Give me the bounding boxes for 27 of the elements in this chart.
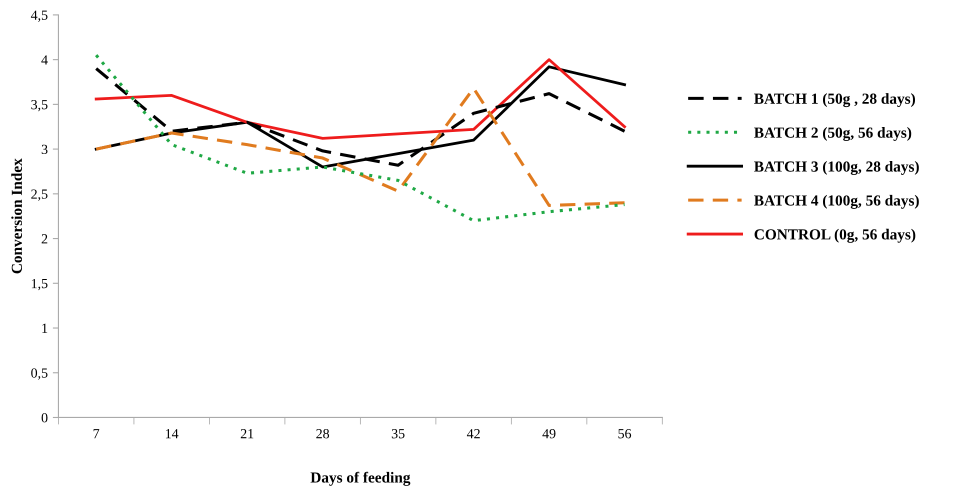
x-tick-label: 14 xyxy=(166,429,178,438)
x-tick-label: 35 xyxy=(392,429,405,438)
y-tick-label: 4,5 xyxy=(30,10,48,22)
x-tick-label: 21 xyxy=(240,429,254,438)
y-tick-label: 0 xyxy=(42,413,48,422)
y-tick-label: 3,5 xyxy=(31,100,48,112)
x-tick-label: 28 xyxy=(316,428,330,438)
legend-label: BATCH 2 (50g, 56 days) xyxy=(754,127,912,141)
x-tick-label: 56 xyxy=(618,429,632,438)
y-tick-label: 2,5 xyxy=(31,189,48,201)
y-tick-label: 1,5 xyxy=(32,278,48,290)
x-axis-title: Days of feeding xyxy=(310,472,410,486)
y-tick-label: 1 xyxy=(42,324,48,333)
y-tick-label: 4 xyxy=(41,55,48,64)
x-tick-label: 49 xyxy=(542,429,556,438)
x-tick-label: 7 xyxy=(94,429,100,438)
line-series xyxy=(94,54,626,222)
y-tick-label: 3 xyxy=(42,144,48,154)
legend-label: CONTROL (0g, 56 days) xyxy=(754,228,916,243)
legend-label: BATCH 3 (100g, 28 days) xyxy=(754,160,919,175)
y-tick-label: 2 xyxy=(42,234,48,244)
x-tick-label: 42 xyxy=(466,429,480,438)
legend-label: BATCH 1 (50g , 28 days) xyxy=(754,93,916,108)
y-tick-label: 0,5 xyxy=(31,368,48,380)
y-axis-title: Conversion Index xyxy=(11,158,22,274)
line-series xyxy=(94,58,626,140)
legend-label: BATCH 4 (100g, 56 days) xyxy=(754,194,919,209)
